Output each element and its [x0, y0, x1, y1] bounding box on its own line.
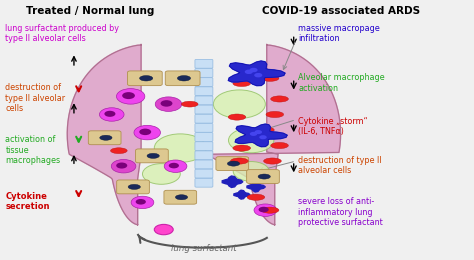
FancyBboxPatch shape — [195, 96, 213, 105]
Circle shape — [116, 162, 127, 168]
FancyBboxPatch shape — [88, 131, 121, 145]
FancyBboxPatch shape — [117, 180, 149, 194]
Circle shape — [233, 161, 269, 181]
Polygon shape — [247, 182, 265, 192]
Ellipse shape — [233, 145, 251, 151]
FancyBboxPatch shape — [195, 151, 213, 160]
Polygon shape — [207, 44, 341, 225]
Circle shape — [155, 134, 206, 162]
Text: lung surfactant: lung surfactant — [171, 244, 237, 253]
FancyBboxPatch shape — [195, 133, 213, 141]
Circle shape — [131, 196, 154, 209]
Circle shape — [228, 128, 274, 153]
Polygon shape — [67, 44, 141, 225]
Ellipse shape — [110, 148, 127, 154]
Polygon shape — [228, 61, 285, 86]
Ellipse shape — [177, 76, 191, 81]
Ellipse shape — [182, 101, 198, 107]
FancyBboxPatch shape — [195, 160, 213, 169]
Ellipse shape — [230, 158, 248, 164]
FancyBboxPatch shape — [195, 178, 213, 187]
FancyBboxPatch shape — [195, 142, 213, 151]
Ellipse shape — [228, 114, 246, 120]
FancyBboxPatch shape — [128, 71, 162, 86]
Text: severe loss of anti-
inflammatory lung
protective surfactant: severe loss of anti- inflammatory lung p… — [299, 197, 383, 227]
Text: destruction of type II
alveolar cells: destruction of type II alveolar cells — [299, 156, 382, 175]
Text: Cytokine „storm“
(IL-6, TNFα): Cytokine „storm“ (IL-6, TNFα) — [299, 117, 368, 136]
Circle shape — [104, 111, 116, 117]
Circle shape — [136, 199, 146, 205]
Circle shape — [258, 207, 269, 212]
Ellipse shape — [271, 142, 288, 149]
FancyBboxPatch shape — [195, 169, 213, 178]
Ellipse shape — [147, 153, 159, 158]
Circle shape — [249, 68, 258, 72]
Text: lung surfactant produced by
type II alveolar cells: lung surfactant produced by type II alve… — [5, 24, 119, 43]
Ellipse shape — [256, 127, 274, 133]
Circle shape — [100, 108, 124, 121]
Circle shape — [259, 135, 267, 139]
FancyBboxPatch shape — [136, 149, 168, 163]
Circle shape — [134, 125, 160, 140]
FancyBboxPatch shape — [195, 78, 213, 87]
FancyBboxPatch shape — [165, 71, 200, 86]
Text: COVID-19 associated ARDS: COVID-19 associated ARDS — [262, 6, 420, 16]
Ellipse shape — [175, 195, 188, 200]
Ellipse shape — [266, 111, 283, 118]
Circle shape — [139, 129, 151, 135]
Ellipse shape — [261, 75, 279, 81]
FancyBboxPatch shape — [246, 170, 279, 184]
Text: activation of
tissue
macrophages: activation of tissue macrophages — [5, 135, 61, 165]
FancyBboxPatch shape — [195, 59, 213, 68]
Circle shape — [117, 89, 145, 104]
Ellipse shape — [100, 135, 112, 140]
Circle shape — [111, 159, 136, 173]
Ellipse shape — [128, 184, 140, 190]
Circle shape — [122, 92, 135, 99]
Ellipse shape — [247, 194, 265, 200]
Circle shape — [255, 130, 262, 134]
FancyBboxPatch shape — [195, 87, 213, 96]
Ellipse shape — [139, 76, 153, 81]
FancyBboxPatch shape — [216, 157, 249, 171]
Polygon shape — [234, 190, 250, 199]
Circle shape — [155, 97, 182, 111]
FancyBboxPatch shape — [164, 190, 197, 204]
Polygon shape — [222, 176, 243, 187]
Circle shape — [245, 70, 253, 74]
Circle shape — [143, 164, 180, 184]
Circle shape — [250, 132, 257, 136]
Circle shape — [164, 160, 187, 172]
Text: Cytokine
secretion: Cytokine secretion — [5, 192, 50, 211]
Circle shape — [169, 163, 179, 168]
Text: Alveolar macrophage
activation: Alveolar macrophage activation — [299, 73, 385, 93]
Polygon shape — [235, 124, 287, 147]
Ellipse shape — [258, 174, 270, 179]
Circle shape — [254, 204, 277, 216]
Ellipse shape — [228, 161, 240, 166]
Text: massive macropage
infiltration: massive macropage infiltration — [299, 24, 380, 43]
FancyBboxPatch shape — [195, 69, 213, 77]
FancyBboxPatch shape — [195, 105, 213, 114]
Circle shape — [155, 224, 173, 235]
Circle shape — [213, 90, 265, 118]
Text: Treated / Normal lung: Treated / Normal lung — [26, 6, 155, 16]
Circle shape — [161, 100, 173, 107]
Ellipse shape — [261, 207, 279, 213]
Text: destruction of
type II alveolar
cells: destruction of type II alveolar cells — [5, 83, 65, 113]
Ellipse shape — [233, 80, 251, 87]
Ellipse shape — [271, 96, 288, 102]
FancyBboxPatch shape — [195, 114, 213, 123]
FancyBboxPatch shape — [195, 124, 213, 132]
Ellipse shape — [264, 158, 281, 164]
Circle shape — [254, 73, 262, 77]
